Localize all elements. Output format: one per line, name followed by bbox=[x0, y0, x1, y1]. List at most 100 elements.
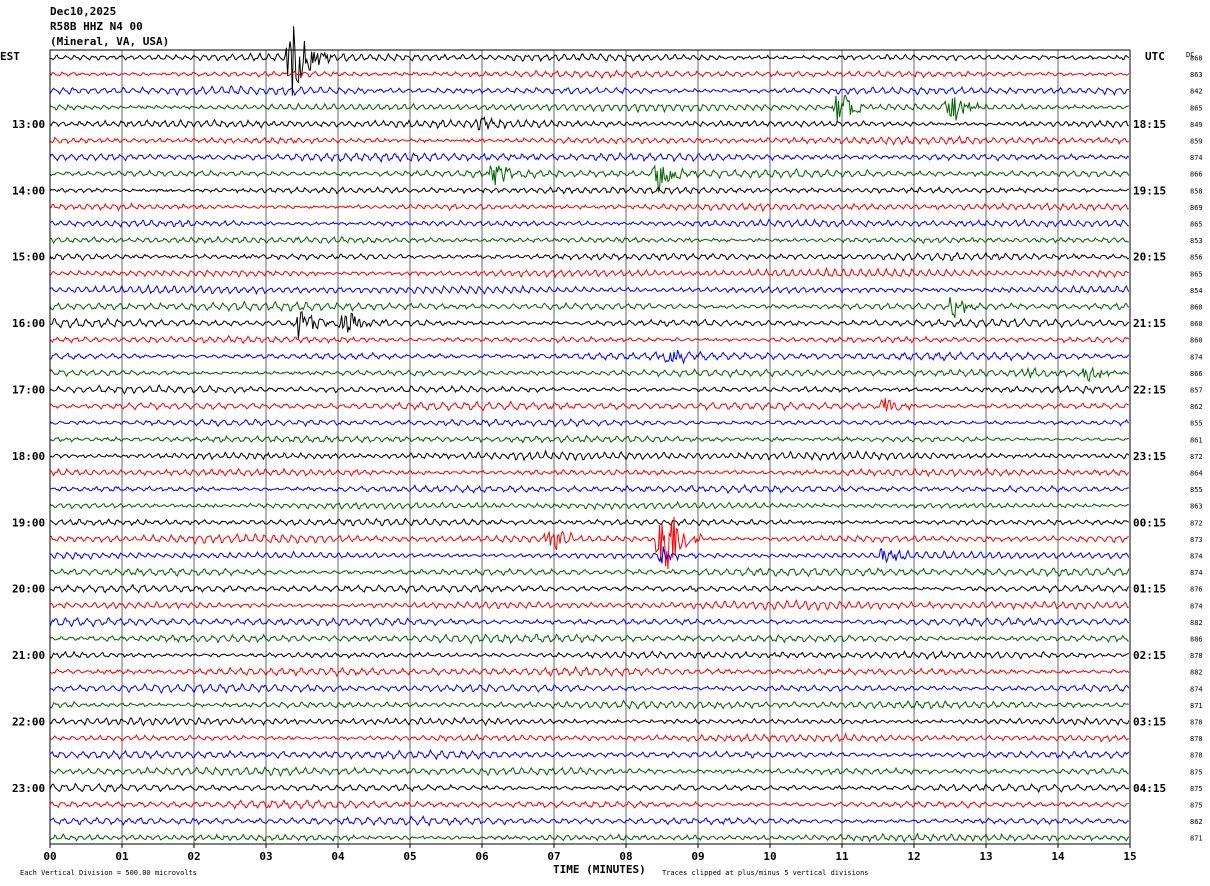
dc-offset-label: 875 bbox=[1190, 802, 1203, 810]
x-tick-label: 01 bbox=[115, 850, 129, 863]
seismic-trace bbox=[49, 583, 1130, 594]
seismic-trace bbox=[49, 766, 1129, 778]
grid bbox=[121, 50, 1059, 844]
seismic-trace bbox=[49, 384, 1130, 395]
x-tick-label: 02 bbox=[187, 850, 200, 863]
dc-offset-label: 865 bbox=[1190, 104, 1203, 112]
dc-header: DC bbox=[1186, 51, 1194, 59]
seismic-trace bbox=[49, 334, 1130, 345]
seismic-trace bbox=[49, 94, 1129, 122]
right-time-label: 03:15 bbox=[1133, 716, 1166, 729]
right-time-label: 23:15 bbox=[1133, 450, 1166, 463]
dc-offset-label: 858 bbox=[1190, 187, 1203, 195]
x-tick-label: 06 bbox=[475, 850, 489, 863]
right-time-label: 22:15 bbox=[1133, 384, 1166, 397]
seismic-trace bbox=[49, 732, 1129, 744]
dc-offset-label: 866 bbox=[1190, 171, 1203, 179]
left-hour-label: 15:00 bbox=[12, 251, 45, 264]
dc-offset-label: 860 bbox=[1190, 320, 1203, 328]
dc-offset-label: 865 bbox=[1190, 221, 1203, 229]
x-tick-label: 08 bbox=[619, 850, 632, 863]
x-tick-labels: 00 01 02 03 04 05 06 07 08 09 10 11 12 13 14 15 bbox=[43, 844, 1137, 863]
dc-offset-label: 860 bbox=[1190, 304, 1203, 312]
dc-offset-label: 855 bbox=[1190, 420, 1203, 428]
dc-offset-label: 869 bbox=[1190, 204, 1203, 212]
dc-offset-label: 857 bbox=[1190, 387, 1203, 395]
seismic-trace bbox=[49, 598, 1129, 612]
dc-offset-label: 868 bbox=[1190, 55, 1203, 63]
seismic-trace bbox=[49, 449, 1130, 462]
dc-offset-label: 863 bbox=[1190, 503, 1203, 511]
x-tick-label: 12 bbox=[907, 850, 920, 863]
dc-offset-label: 842 bbox=[1190, 88, 1203, 96]
x-tick-label: 03 bbox=[259, 850, 272, 863]
left-hour-label: 17:00 bbox=[12, 384, 45, 397]
dc-offset-label: 862 bbox=[1190, 818, 1203, 826]
x-tick-label: 00 bbox=[43, 850, 56, 863]
seismic-trace bbox=[49, 467, 1130, 478]
seismic-trace bbox=[49, 649, 1129, 660]
dc-offset-label: 886 bbox=[1190, 636, 1203, 644]
left-hour-label: 23:00 bbox=[12, 782, 45, 795]
seismic-trace bbox=[49, 284, 1130, 296]
left-hour-label: 13:00 bbox=[12, 118, 45, 131]
dc-offset-label: 853 bbox=[1190, 237, 1203, 245]
seismic-trace bbox=[49, 251, 1130, 262]
right-time-label: 04:15 bbox=[1133, 782, 1166, 795]
left-hour-labels: 13:00 14:00 15:00 16:00 17:00 18:00 19:00 20:00… bbox=[12, 118, 45, 795]
seismic-trace bbox=[49, 799, 1129, 810]
seismic-trace bbox=[49, 266, 1129, 279]
seismic-trace bbox=[49, 202, 1129, 213]
x-tick-label: 14 bbox=[1051, 850, 1065, 863]
dc-offset-label: 862 bbox=[1190, 403, 1203, 411]
dc-offset-label: 874 bbox=[1190, 553, 1203, 561]
dc-offset-label: 859 bbox=[1190, 138, 1203, 146]
dc-offset-label: 860 bbox=[1190, 337, 1203, 345]
dc-offset-label: 878 bbox=[1190, 752, 1203, 760]
left-timezone-label: EST bbox=[0, 50, 20, 63]
left-hour-label: 16:00 bbox=[12, 317, 45, 330]
seismic-trace bbox=[49, 398, 1129, 412]
seismic-trace bbox=[49, 235, 1129, 245]
dc-offset-label: 873 bbox=[1190, 536, 1203, 544]
dc-offset-label: 882 bbox=[1190, 669, 1203, 677]
left-hour-label: 21:00 bbox=[12, 649, 45, 662]
seismic-trace bbox=[49, 716, 1130, 727]
seismic-trace bbox=[49, 26, 1130, 96]
dc-offset-label: 875 bbox=[1190, 768, 1203, 776]
x-tick-label: 15 bbox=[1123, 850, 1136, 863]
dc-offset-label: 863 bbox=[1190, 71, 1203, 79]
seismic-trace bbox=[49, 815, 1129, 827]
seismic-trace bbox=[50, 135, 1129, 146]
dc-offset-label: 874 bbox=[1190, 602, 1203, 610]
seismic-trace bbox=[49, 699, 1129, 710]
seismic-trace bbox=[49, 749, 1130, 761]
dc-offset-label: 878 bbox=[1190, 652, 1203, 660]
left-hour-label: 19:00 bbox=[12, 516, 45, 529]
right-time-label: 02:15 bbox=[1133, 649, 1166, 662]
dc-offset-label: 864 bbox=[1190, 470, 1203, 478]
dc-offset-label: 882 bbox=[1190, 619, 1203, 627]
seismic-trace bbox=[49, 782, 1130, 794]
header-station: R58B HHZ N4 00 bbox=[50, 20, 143, 33]
seismic-trace bbox=[49, 633, 1129, 645]
axes bbox=[49, 49, 1131, 845]
right-time-label: 21:15 bbox=[1133, 317, 1166, 330]
seismic-trace bbox=[49, 500, 1129, 511]
x-tick-label: 11 bbox=[835, 850, 849, 863]
seismic-trace bbox=[49, 69, 1130, 80]
dc-offset-label: 849 bbox=[1190, 121, 1203, 129]
right-time-labels: 18:15 19:15 20:15 21:15 22:15 23:15 00:15 01:15… bbox=[1133, 118, 1166, 795]
right-time-label: 00:15 bbox=[1133, 516, 1166, 529]
right-time-label: 01:15 bbox=[1133, 583, 1166, 596]
dc-offset-label: 865 bbox=[1190, 270, 1203, 278]
dc-offset-label: 871 bbox=[1190, 835, 1203, 843]
dc-offset-label: 855 bbox=[1190, 486, 1203, 494]
seismic-trace bbox=[49, 665, 1130, 678]
x-tick-label: 13 bbox=[979, 850, 992, 863]
dc-offset-label: 871 bbox=[1190, 702, 1203, 710]
seismic-trace bbox=[49, 349, 1130, 366]
left-hour-label: 20:00 bbox=[12, 583, 45, 596]
seismic-trace bbox=[49, 218, 1129, 228]
